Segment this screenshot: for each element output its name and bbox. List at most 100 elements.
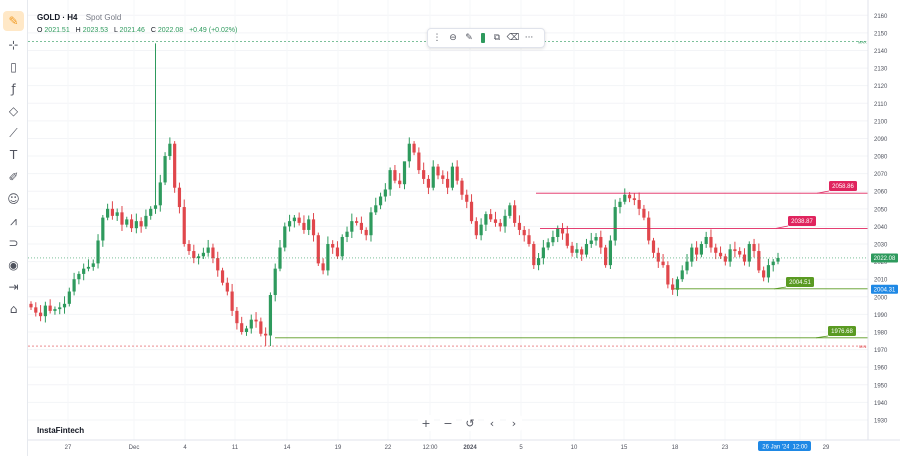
candle-body	[240, 323, 244, 332]
candles-icon[interactable]: ▯	[10, 60, 17, 74]
candle-body	[67, 291, 71, 304]
time-tick-label: 4	[183, 445, 187, 451]
right-icon[interactable]: ›	[506, 415, 522, 431]
candle-body	[469, 201, 474, 222]
candle-body	[580, 249, 584, 255]
candle-body	[541, 247, 545, 259]
candle-body	[742, 254, 747, 262]
support-price-badge	[871, 284, 898, 294]
candle-body	[489, 214, 493, 220]
price-tick-label: 2020	[874, 260, 888, 266]
candle-body	[522, 229, 526, 236]
price-tick-label: 2070	[874, 172, 888, 178]
candle-body	[196, 256, 201, 259]
candle-body	[771, 261, 775, 266]
time-tick-label: 29	[823, 445, 830, 451]
candle-body	[685, 261, 689, 271]
candle-body	[96, 240, 100, 264]
trash-icon[interactable]: ⌫	[506, 33, 520, 43]
level-callout-connector	[773, 286, 787, 290]
trendline-icon[interactable]: ⟋	[9, 125, 18, 140]
candle-body	[321, 263, 325, 271]
candle-body	[752, 244, 756, 252]
candle-body	[168, 143, 172, 157]
clone-icon[interactable]: ⧉	[493, 33, 501, 43]
time-tick-label: 27	[65, 445, 72, 451]
time-cursor-label: 26 Jan '24	[762, 445, 790, 451]
candle-body	[374, 205, 378, 213]
text-icon[interactable]: T	[9, 148, 18, 162]
candle-body	[762, 270, 766, 278]
candle-body	[115, 212, 119, 216]
level-callout-box	[786, 277, 814, 287]
time-tick-label: 19	[335, 445, 342, 451]
time-tick-label: 2024	[463, 445, 477, 451]
open-value: 2021.51	[44, 27, 70, 34]
candle-body	[369, 212, 373, 236]
plus-icon[interactable]: +	[418, 415, 434, 431]
candle-body	[48, 305, 52, 311]
emoji-icon[interactable]: ☺	[7, 192, 20, 206]
candle-body	[407, 143, 411, 162]
pen-icon[interactable]: ✎	[465, 33, 473, 43]
low-label: L	[113, 27, 118, 34]
more-icon[interactable]: ···	[524, 33, 534, 43]
shapes-icon[interactable]: ◇	[8, 104, 19, 118]
candle-body	[560, 228, 565, 234]
symbol-name[interactable]: GOLD · H4	[37, 13, 78, 22]
candle-body	[249, 319, 253, 329]
price-tick-label: 1930	[874, 418, 888, 424]
candle-body	[723, 256, 727, 262]
level-callout-box	[788, 216, 816, 226]
price-tick-label: 1950	[874, 383, 888, 389]
color-swatch[interactable]	[481, 33, 485, 43]
candle-body	[355, 221, 359, 223]
level-callout-connector	[816, 190, 830, 194]
cursor-icon[interactable]: ⊹	[8, 38, 19, 52]
candle-body	[244, 328, 249, 332]
candle-body	[738, 251, 742, 255]
candle-body	[101, 217, 105, 241]
price-tick-label: 1990	[874, 313, 888, 319]
magnet-icon[interactable]: ⊃	[8, 236, 19, 250]
price-axis[interactable]: 1930 1940 1950 1960 1970 1980 1990 2000 2010 2020…	[867, 0, 898, 440]
candle-body	[297, 217, 301, 223]
price-tick-label: 2030	[874, 243, 888, 249]
candle-body	[149, 208, 153, 216]
candle-body	[182, 207, 186, 245]
indicators-icon[interactable]: ƒ	[11, 82, 16, 96]
candle-body	[642, 208, 646, 218]
left-icon[interactable]: ‹	[484, 415, 500, 431]
drag-handle-icon[interactable]: ⋮	[432, 33, 442, 43]
lock-icon[interactable]: ⊖	[449, 33, 457, 43]
minus-icon[interactable]: −	[440, 415, 456, 431]
candle-body	[422, 170, 426, 179]
candle-body	[599, 236, 603, 248]
candle-body	[709, 236, 713, 248]
candle-body	[728, 249, 732, 262]
patterns-icon[interactable]: ⩘	[10, 213, 17, 228]
eye-icon[interactable]: ◉	[8, 258, 19, 272]
candle-body	[29, 303, 33, 308]
candles-layer	[29, 43, 780, 347]
candle-body	[62, 303, 67, 308]
candle-body	[38, 312, 43, 317]
brush-icon[interactable]: ✐	[8, 170, 19, 184]
floating-drawing-toolbar: ⋮ ⊖ ✎ ⧉ ⌫ ···	[427, 28, 545, 48]
candle-body	[704, 236, 708, 245]
candle-body	[144, 215, 148, 227]
time-axis[interactable]: 27 Dec 4 11 14 19 22 12:00 2024 5 10 15 18 23 26 Jan '…	[28, 439, 900, 451]
candle-body	[584, 244, 589, 255]
pencil-icon[interactable]: ✎	[3, 11, 24, 31]
candle-body	[498, 222, 502, 227]
time-tick-label: 12:00	[422, 445, 438, 451]
candle-body	[618, 201, 622, 208]
candle-body	[747, 244, 751, 262]
home-icon[interactable]: ⌂	[9, 302, 18, 316]
candle-body	[43, 305, 47, 317]
reset-icon[interactable]: ↺	[462, 415, 478, 431]
time-tick-label: 5	[519, 445, 523, 451]
candle-body	[460, 180, 464, 195]
export-icon[interactable]: ⇥	[8, 280, 19, 294]
